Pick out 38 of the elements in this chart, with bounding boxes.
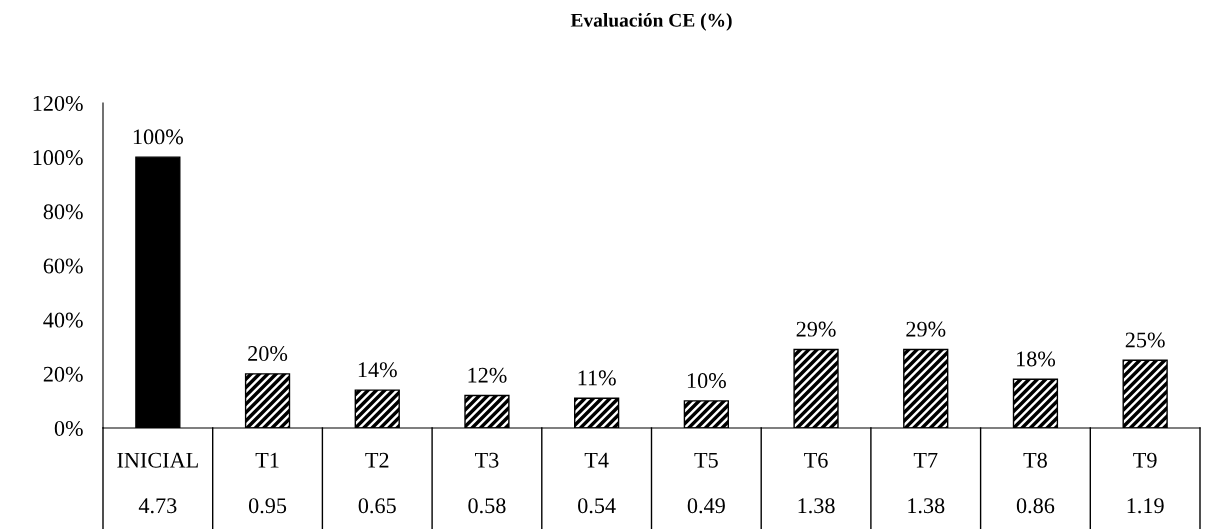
y-tick-label: 0%	[54, 420, 83, 436]
data-label: 25%	[1125, 332, 1165, 348]
x-tick-label: T9	[1133, 452, 1157, 468]
data-label: 20%	[248, 345, 288, 362]
x-tick-label: T1	[255, 452, 279, 468]
data-label: 100%	[133, 129, 184, 145]
text: 1.38	[798, 498, 835, 514]
y-tick-label: 40%	[43, 312, 83, 328]
text: 0.86	[1016, 498, 1055, 514]
text: 0.58	[468, 498, 506, 514]
text: 4.73	[138, 498, 177, 514]
data-label: 14%	[358, 362, 397, 378]
x-tick-label: T6	[804, 452, 828, 468]
y-tick-label: 60%	[43, 258, 83, 274]
data-label: 29%	[796, 321, 836, 337]
x-tick-label: T4	[584, 452, 609, 468]
chart-title: Evaluación CE (%)	[570, 13, 732, 31]
y-tick-label: 120%	[33, 95, 83, 111]
x-tick-label: T8	[1023, 452, 1047, 468]
data-label: 29%	[906, 321, 946, 337]
text: 1.38	[908, 498, 945, 514]
x-tick-label: INICIAL	[117, 452, 198, 468]
data-label: 10%	[687, 373, 726, 389]
text: 0.65	[358, 498, 396, 514]
x-tick-label: T7	[913, 452, 938, 468]
text: 0.95	[248, 498, 287, 514]
y-tick-label: 20%	[43, 366, 83, 382]
text: 0.49	[687, 498, 725, 514]
y-tick-label: 100%	[33, 150, 83, 166]
data-label: 18%	[1017, 351, 1056, 367]
x-tick-label: T2	[365, 452, 389, 468]
x-tick-label: T3	[475, 452, 499, 468]
data-label: 11%	[578, 370, 616, 386]
x-tick-label: T5	[694, 452, 718, 468]
text: 1.19	[1127, 498, 1164, 514]
data-label: 12%	[468, 367, 507, 383]
y-tick-label: 80%	[43, 204, 83, 220]
text: 0.54	[578, 498, 616, 514]
